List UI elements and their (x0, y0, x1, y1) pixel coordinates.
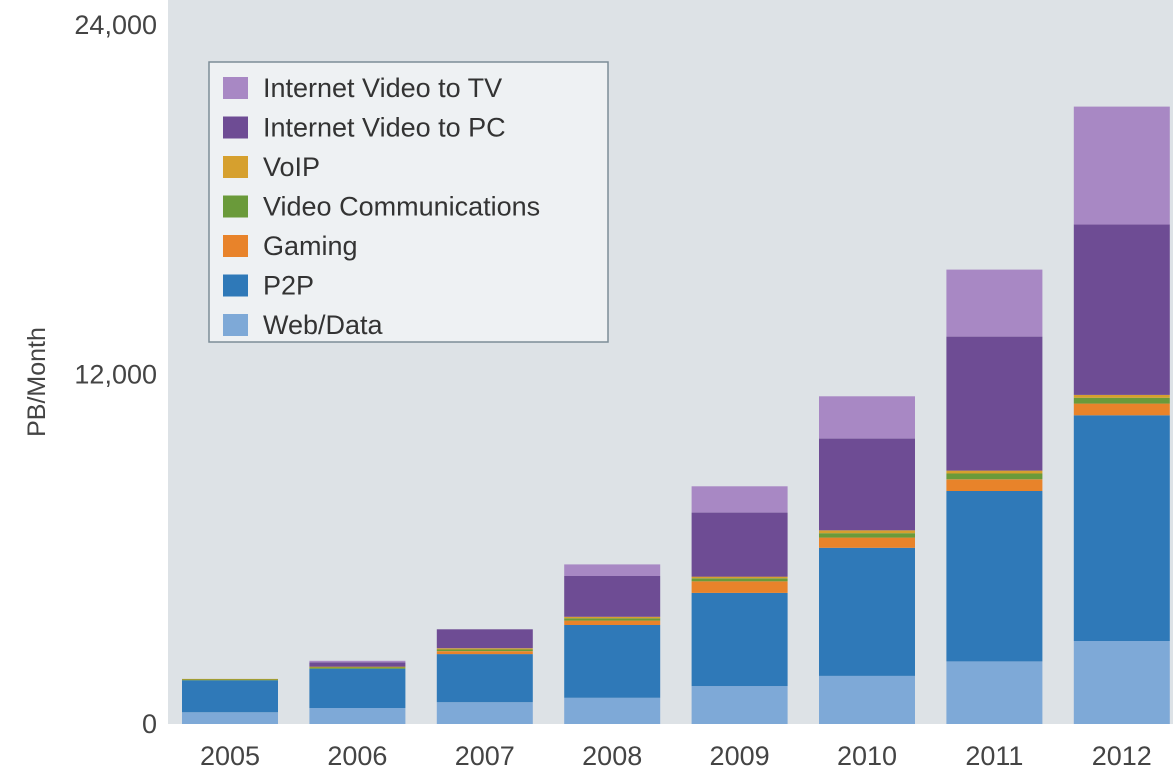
bar-segment (564, 616, 661, 619)
bar-segment (691, 512, 788, 577)
bar-segment (309, 660, 406, 663)
bar-segment (819, 675, 915, 724)
bar-segment (1073, 224, 1170, 395)
legend-swatch (223, 77, 248, 99)
y-tick-label: 0 (142, 709, 157, 739)
bar-segment (819, 396, 915, 439)
bar-segment (1073, 415, 1170, 641)
legend-label: Video Communications (263, 192, 540, 222)
legend: Internet Video to TV Internet Video to PC… (208, 61, 609, 343)
legend-swatch (223, 314, 248, 336)
bar-segment (182, 679, 278, 681)
legend-label: Internet Video to PC (263, 113, 506, 143)
bar-segment (564, 576, 661, 617)
bar-segment (1073, 403, 1170, 416)
bar-segment (1073, 394, 1170, 398)
bar-segment (1073, 397, 1170, 404)
x-tick-label: 2009 (710, 741, 770, 771)
legend-label: Internet Video to TV (263, 73, 502, 103)
legend-label: P2P (263, 271, 314, 301)
bar-segment (691, 486, 788, 513)
bar-segment (564, 618, 661, 621)
bar-segment (946, 470, 1043, 474)
bar-segment (564, 625, 661, 698)
bar-segment (1073, 641, 1170, 724)
bar-segment (946, 661, 1043, 724)
bar-segment (1073, 106, 1170, 225)
bar-segment (819, 533, 915, 538)
legend-label: VoIP (263, 152, 320, 182)
bar-segment (819, 438, 915, 531)
bar-segment (946, 336, 1043, 471)
x-tick-label: 2005 (200, 741, 260, 771)
bar-segment (691, 592, 788, 687)
bar-segment (309, 708, 406, 724)
bar-segment (436, 702, 533, 724)
bar-segment (564, 620, 661, 625)
bar-segment (309, 668, 406, 708)
legend-swatch (223, 195, 248, 218)
x-tick-label: 2011 (965, 741, 1023, 771)
legend-swatch (223, 156, 248, 178)
bar-segment (946, 269, 1043, 337)
bars-group (182, 106, 1170, 724)
bar-segment (946, 479, 1043, 491)
bar-segment (946, 473, 1043, 480)
legend-items: Internet Video to TV Internet Video to PC… (223, 73, 540, 340)
bar-segment (691, 576, 788, 579)
bar-segment (819, 537, 915, 548)
legend-box (208, 61, 609, 343)
bar-segment (946, 491, 1043, 662)
bar-segment (309, 662, 406, 667)
x-tick-labels: 2005 2006 2007 2008 2009 2010 2011 2012 (200, 741, 1152, 771)
bar-segment (436, 654, 533, 703)
legend-label: Web/Data (263, 310, 384, 340)
bar-segment (182, 712, 278, 724)
y-tick-label: 24,000 (74, 10, 157, 40)
y-tick-label: 12,000 (74, 360, 157, 390)
legend-swatch (223, 274, 248, 297)
y-axis-title: PB/Month (23, 327, 51, 437)
bar-segment (564, 697, 661, 724)
legend-label: Gaming (263, 231, 358, 261)
bar-segment (182, 678, 278, 680)
y-tick-labels: 0 12,000 24,000 (74, 10, 157, 739)
x-tick-label: 2008 (582, 741, 642, 771)
bar-segment (436, 648, 533, 650)
bar-segment (691, 578, 788, 582)
bar-segment (691, 581, 788, 593)
x-tick-label: 2006 (327, 741, 387, 771)
legend-swatch (223, 116, 248, 139)
bar-segment (182, 680, 278, 713)
x-tick-label: 2007 (455, 741, 515, 771)
bar-segment (436, 629, 533, 649)
bar-segment (309, 666, 406, 668)
x-tick-label: 2010 (837, 741, 897, 771)
bar-segment (309, 667, 406, 669)
bar-segment (436, 649, 533, 652)
bar-segment (436, 651, 533, 655)
x-tick-label: 2012 (1092, 741, 1152, 771)
bar-segment (564, 564, 661, 576)
bar-segment (691, 686, 788, 724)
legend-swatch (223, 235, 248, 257)
bar-segment (819, 530, 915, 534)
bar-segment (819, 547, 915, 676)
